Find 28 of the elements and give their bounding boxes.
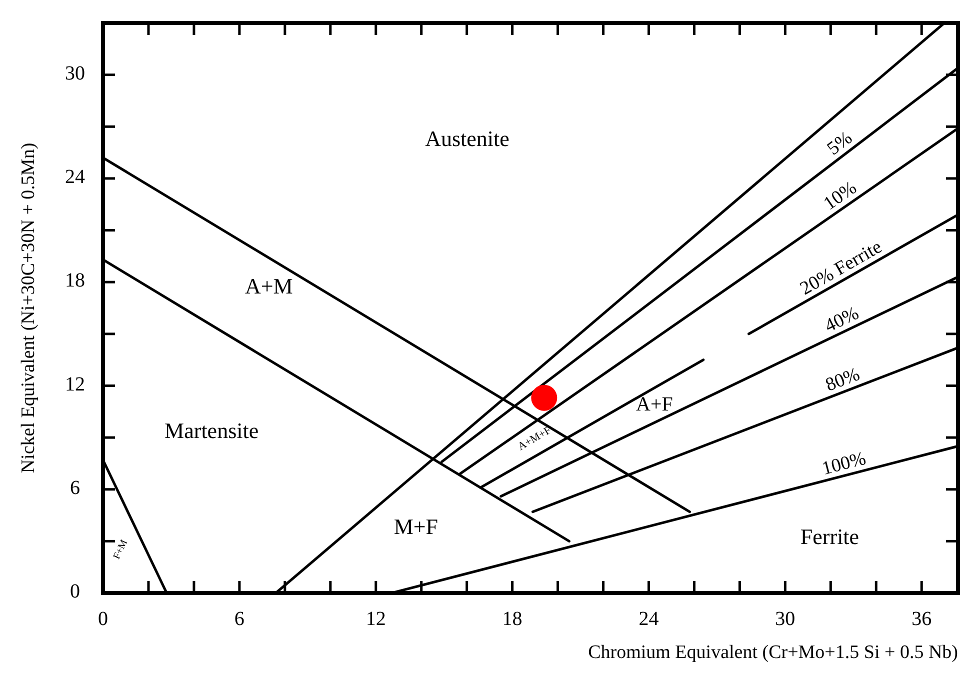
y-tick-label: 24 [65, 166, 85, 188]
y-tick-label: 6 [70, 476, 80, 499]
y-tick-label: 12 [65, 373, 85, 396]
text: 40% [822, 302, 862, 337]
y-axis-title: Nickel Equivalent (Ni+30C+30N + 0.5Mn) [18, 142, 39, 474]
text: 100% [820, 448, 868, 480]
y-tick-label: 30 [65, 62, 85, 84]
annotation: Martensite [164, 418, 259, 443]
annotation: Austenite [425, 126, 510, 152]
x-tick-label: 36 [912, 608, 932, 630]
annotation: A+M [244, 274, 293, 299]
x-tick-label: 0 [98, 608, 108, 630]
x-tick-label: 6 [234, 608, 244, 630]
annotation: F+M [112, 538, 130, 562]
annotation: Ferrite [800, 524, 860, 549]
x-tick-label: 12 [366, 608, 386, 630]
text: 80% [822, 364, 863, 396]
x-tick-label: 24 [638, 608, 659, 630]
x-axis-title: Chromium Equivalent (Cr+Mo+1.5 Si + 0.5 Nb) [588, 642, 958, 663]
x-tick-label: 18 [502, 608, 522, 630]
y-tick-label: 18 [65, 270, 85, 292]
text: 5% [823, 127, 856, 160]
text: 10% [820, 177, 861, 215]
y-tick-label: 0 [70, 580, 80, 603]
annotation: A+F [636, 394, 673, 416]
x-tick-label: 30 [775, 608, 796, 630]
annotation: M+F [394, 514, 438, 540]
text: 20% Ferrite [796, 236, 886, 300]
